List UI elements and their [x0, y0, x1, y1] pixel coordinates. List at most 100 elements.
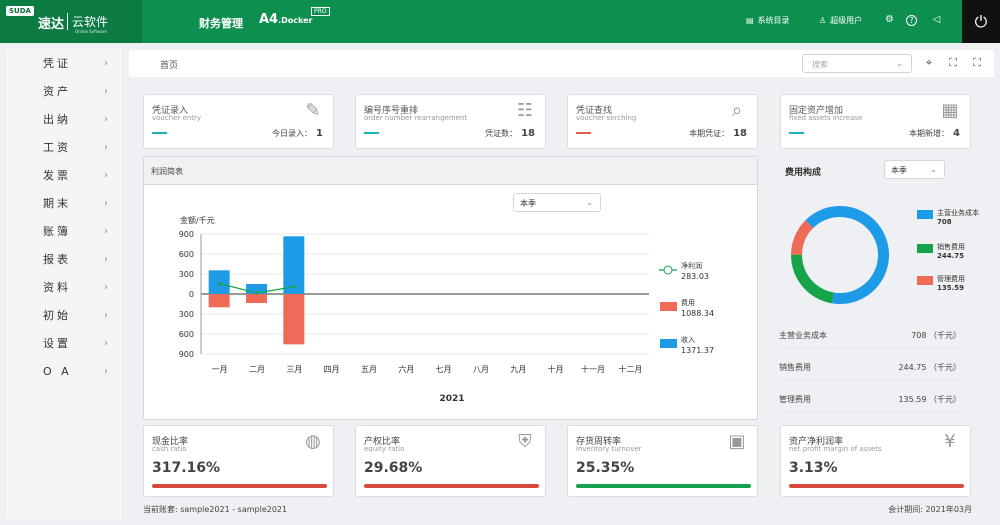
user-menu-button[interactable]: ♙ 超级用户: [819, 15, 862, 26]
kpi-card[interactable]: 资产净利润率 net profit margin of assets ¥3.13%: [780, 425, 971, 497]
fullscreen-exit-icon[interactable]: ⛶: [949, 56, 957, 69]
accounting-period: 会计期间: 2021年03月: [888, 505, 972, 514]
sidebar-item[interactable]: 账簿 ›: [6, 217, 122, 245]
chevron-down-icon: ⌄: [586, 198, 593, 207]
legend-name: 销售费用: [937, 243, 965, 251]
sidebar-item[interactable]: 资产 ›: [6, 77, 122, 105]
y-tick-label: 900: [179, 230, 194, 239]
power-icon[interactable]: ⏻: [962, 0, 1000, 43]
pro-badge: PRO: [311, 7, 330, 16]
shortcut-card[interactable]: 凭证查找 voucher serching ⌕ 本期凭证： 18: [567, 94, 758, 149]
speaker-icon[interactable]: ◁: [932, 14, 941, 25]
stat-value: 244.75 （千元）: [898, 363, 961, 372]
card-accent-bar: [576, 132, 591, 134]
card-count-label: 本期新增：: [909, 129, 950, 138]
kpi-subtitle: net profit margin of assets: [789, 445, 882, 453]
x-tick-label: 六月: [398, 364, 414, 374]
donut-slice: [805, 206, 889, 304]
bar-expense: [208, 294, 230, 308]
legend-swatch: [917, 276, 933, 285]
profit-period-select[interactable]: 本季 ⌄: [513, 193, 601, 212]
product-name: A4.Docker: [259, 12, 313, 27]
stat-value: 708 （千元）: [911, 331, 961, 340]
bar-income: [283, 236, 305, 294]
x-tick-label: 八月: [473, 365, 489, 374]
profit-summary-panel: 利润简表 本季 ⌄ 金额/千元 900 600 300 0 300 600 900 一月 二月 三月…: [143, 156, 758, 420]
kpi-progress-bar: [364, 484, 539, 488]
stat-label: 管理费用: [779, 395, 811, 404]
legend-swatch: [917, 244, 933, 253]
card-count: 本期凭证： 18: [689, 128, 747, 139]
stat-value: 135.59 （千元）: [898, 395, 961, 404]
sidebar: 凭证 › 资产 › 出纳 › 工资 › 发票 › 期末 › 账簿 › 报表 › 资料 › 初始 › 设置 › O A ›: [6, 49, 122, 519]
logo: SUDA 速达 云软件 Online Software: [0, 0, 142, 43]
sidebar-item[interactable]: 期末 ›: [6, 189, 122, 217]
sidebar-item[interactable]: O A ›: [6, 357, 122, 385]
catalog-label: 系统目录: [757, 16, 790, 25]
chevron-right-icon: ›: [104, 169, 108, 181]
card-count-label: 本期凭证：: [689, 129, 730, 138]
chevron-down-icon: ⌄: [896, 59, 903, 68]
legend-name: 管理费用: [937, 275, 965, 283]
sidebar-item-label: 设置: [43, 337, 71, 350]
sidebar-item-label: 期末: [43, 197, 71, 210]
expense-legend-item: 主营业务成本 708: [917, 208, 993, 226]
sidebar-item[interactable]: 资料 ›: [6, 273, 122, 301]
sidebar-item-label: 账簿: [43, 225, 71, 238]
sidebar-item[interactable]: 凭证 ›: [6, 49, 122, 77]
card-accent-bar: [789, 132, 804, 134]
shortcut-card[interactable]: 凭证录入 voucher entry ✎ 今日录入： 1: [143, 94, 334, 149]
x-tick-label: 四月: [324, 365, 340, 374]
search-select[interactable]: 搜索 ⌄: [802, 54, 912, 73]
shortcut-card[interactable]: 编号序号重排 order number rearrangement ☷ 凭证数： 18: [355, 94, 546, 149]
sidebar-item[interactable]: 初始 ›: [6, 301, 122, 329]
fullscreen-icon[interactable]: ⛶: [973, 56, 981, 69]
legend-value: 1088.34: [681, 309, 714, 318]
expense-panel: 费用构成 本季 ⌄ 主营业务成本 708 销售费用 244.75 管理费用 135.59 …: [775, 156, 993, 412]
kpi-subtitle: inventory turnover: [576, 445, 642, 453]
settings-icon[interactable]: ⚙: [885, 14, 894, 25]
catalog-icon: ▤: [746, 16, 754, 25]
current-account: 当前账套: sample2021 - sample2021: [143, 505, 288, 514]
y-tick-label: 900: [179, 350, 194, 359]
locate-icon[interactable]: ⌖: [925, 56, 933, 69]
module-title[interactable]: 财务管理: [199, 17, 243, 30]
sidebar-item-label: 报表: [43, 253, 71, 266]
kpi-card[interactable]: 产权比率 equity ratio ⛨ 29.68%: [355, 425, 546, 497]
user-icon: ♙: [819, 16, 827, 25]
expense-period-value: 本季: [891, 166, 907, 175]
expense-legend-item: 管理费用 135.59: [917, 274, 993, 292]
chevron-right-icon: ›: [104, 141, 108, 153]
kpi-title: 产权比率: [364, 437, 401, 447]
kpi-card[interactable]: 存货周转率 inventory turnover ▣ 25.35%: [567, 425, 758, 497]
shield-r-icon: ⛨: [518, 431, 532, 452]
kpi-card[interactable]: 现金比率 cash ratio ◍ 317.16%: [143, 425, 334, 497]
expense-period-select[interactable]: 本季 ⌄: [884, 160, 945, 179]
breadcrumb-home[interactable]: 首页: [160, 61, 179, 71]
sidebar-item-label: 资产: [43, 85, 71, 98]
sidebar-item[interactable]: 出纳 ›: [6, 105, 122, 133]
x-tick-label: 五月: [361, 365, 377, 374]
shortcut-card[interactable]: 固定资产增加 fixed assets increase ▦ 本期新增： 4: [780, 94, 971, 149]
sidebar-item[interactable]: 报表 ›: [6, 245, 122, 273]
help-icon[interactable]: ?: [906, 15, 917, 26]
kpi-value: 317.16%: [152, 460, 221, 476]
card-title: 凭证查找: [576, 106, 613, 116]
chevron-right-icon: ›: [104, 337, 108, 349]
sidebar-item[interactable]: 工资 ›: [6, 133, 122, 161]
system-catalog-button[interactable]: ▤ 系统目录: [746, 15, 790, 26]
kpi-value: 29.68%: [364, 460, 423, 476]
card-count-value: 18: [733, 128, 747, 139]
logo-tag: SUDA: [6, 6, 34, 16]
donut-slice: [791, 220, 814, 255]
card-count-label: 凭证数：: [485, 129, 518, 138]
sidebar-item[interactable]: 设置 ›: [6, 329, 122, 357]
chevron-right-icon: ›: [104, 113, 108, 125]
x-tick-label: 三月: [286, 365, 302, 374]
x-tick-label: 七月: [436, 365, 452, 374]
sidebar-item[interactable]: 发票 ›: [6, 161, 122, 189]
yen-coins-icon: ¥: [944, 431, 956, 452]
legend-circle-icon: [663, 265, 673, 275]
net-profit-point: [218, 282, 222, 286]
expense-legend-item: 销售费用 244.75: [917, 242, 993, 260]
